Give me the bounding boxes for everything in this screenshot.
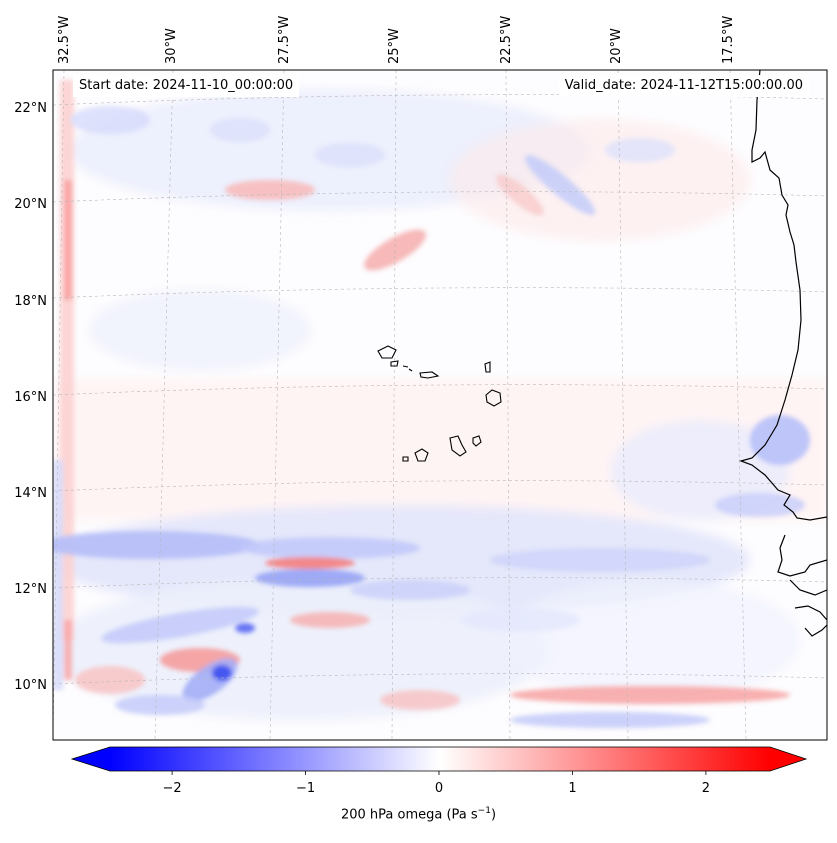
valid-date-label: Valid_date: 2024-11-12T15:00:00.00 [558, 75, 809, 97]
lon-label: 22.5°W [499, 16, 514, 64]
colorbar-tick-label: −2 [163, 781, 182, 796]
colorbar-outline [70, 746, 808, 772]
colorbar-tick-label: −1 [296, 781, 315, 796]
colorbar-max-extend-arrow [770, 747, 806, 771]
colorbar-title-main: 200 hPa omega (Pa s [340, 807, 478, 823]
latitude-labels: 22°N 20°N 18°N 16°N 14°N 12°N 10°N [14, 101, 47, 693]
lat-label: 12°N [14, 582, 47, 597]
start-date-label: Start date: 2024-11-10_00:00:00 [73, 75, 300, 97]
omega-field-features [53, 106, 810, 728]
lon-label: 20°W [609, 28, 624, 64]
colorbar: −2 −1 0 1 2 [70, 746, 808, 796]
omega-field [53, 70, 827, 740]
lat-label: 16°N [14, 390, 47, 405]
map-panel: 32.5°W 30°W 27.5°W 25°W 22.5°W 20°W 17.5°W 22°… [14, 16, 828, 741]
omega-boundary-stripe [53, 80, 74, 690]
colorbar-tick-label: 0 [435, 781, 443, 796]
lon-label: 30°W [164, 28, 179, 64]
lon-label: 25°W [387, 28, 402, 64]
lon-label: 17.5°W [721, 16, 736, 64]
colorbar-ticks: −2 −1 0 1 2 [163, 771, 710, 796]
graticule [53, 70, 827, 740]
colorbar-min-extend-arrow [72, 747, 110, 771]
map-frame [52, 69, 828, 741]
colorbar-title: 200 hPa omega (Pa s−1) [0, 806, 837, 822]
coastline-africa [739, 70, 827, 637]
cape-verde-islands [377, 345, 502, 462]
colorbar-title-exponent: −1 [477, 806, 491, 816]
lon-label: 27.5°W [277, 16, 292, 64]
longitude-labels: 32.5°W 30°W 27.5°W 25°W 22.5°W 20°W 17.5°W [57, 16, 736, 64]
lon-label: 32.5°W [57, 16, 72, 64]
lat-label: 10°N [14, 678, 47, 693]
lat-label: 14°N [14, 486, 47, 501]
colorbar-tick-label: 1 [568, 781, 576, 796]
lat-label: 22°N [14, 101, 47, 116]
lat-label: 20°N [14, 197, 47, 212]
colorbar-title-close: ) [490, 807, 497, 823]
lat-label: 18°N [14, 294, 47, 309]
colorbar-gradient [110, 747, 770, 771]
colorbar-tick-label: 2 [702, 781, 710, 796]
